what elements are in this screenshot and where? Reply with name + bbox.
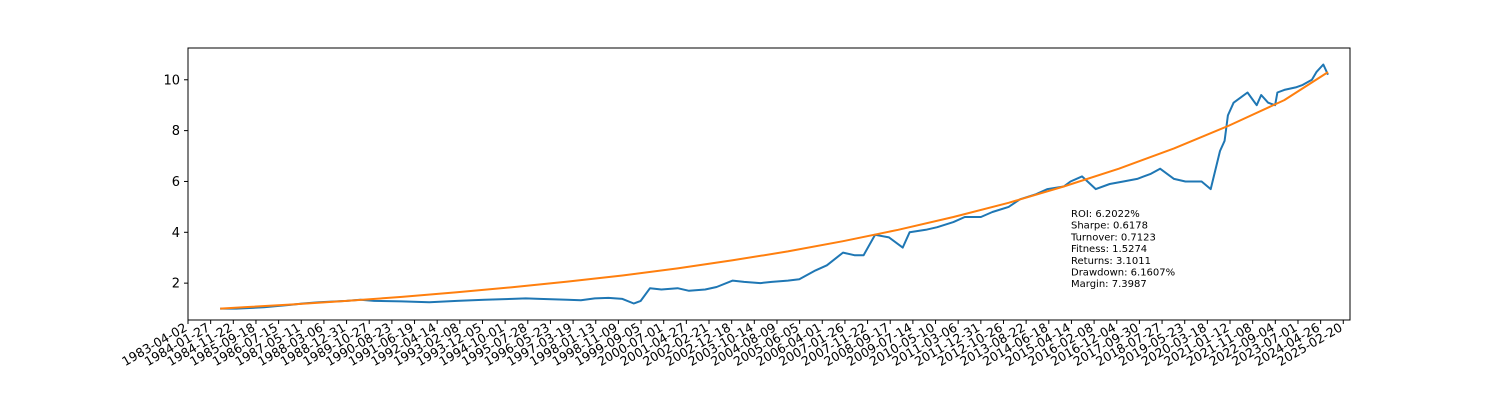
trend-curve-line xyxy=(220,71,1329,310)
stats-line: ROI: 6.2022% xyxy=(1071,209,1140,220)
stats-line: Returns: 3.1011 xyxy=(1071,256,1151,267)
series-layer xyxy=(220,63,1329,310)
stats-line: Margin: 7.3987 xyxy=(1071,279,1147,290)
stats-line: Turnover: 0.7123 xyxy=(1070,232,1156,243)
y-axis: 2 4 6 8 10 xyxy=(163,73,188,292)
x-axis: 1983-04-021984-01-271984-11-221985-09-18… xyxy=(119,320,1345,369)
y-tick-label: 10 xyxy=(163,73,180,88)
equity-curve-line xyxy=(220,63,1329,310)
stats-line: Drawdown: 6.1607% xyxy=(1071,268,1175,279)
stats-line: Sharpe: 0.6178 xyxy=(1071,221,1148,232)
plot-area xyxy=(187,47,1351,321)
y-tick-label: 6 xyxy=(172,175,180,190)
stats-line: Fitness: 1.5274 xyxy=(1071,244,1147,255)
y-tick-label: 2 xyxy=(172,277,180,292)
y-tick-label: 4 xyxy=(172,226,180,241)
y-tick-label: 8 xyxy=(172,124,180,139)
